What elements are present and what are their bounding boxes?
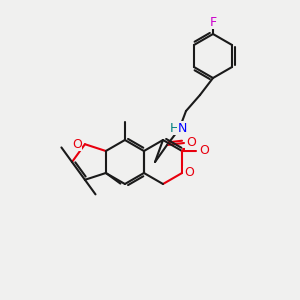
Text: O: O	[184, 167, 194, 179]
Text: O: O	[199, 145, 209, 158]
Text: N: N	[177, 122, 187, 134]
Text: O: O	[72, 138, 82, 151]
Text: F: F	[209, 16, 217, 28]
Text: O: O	[186, 136, 196, 149]
Text: H: H	[169, 122, 179, 134]
